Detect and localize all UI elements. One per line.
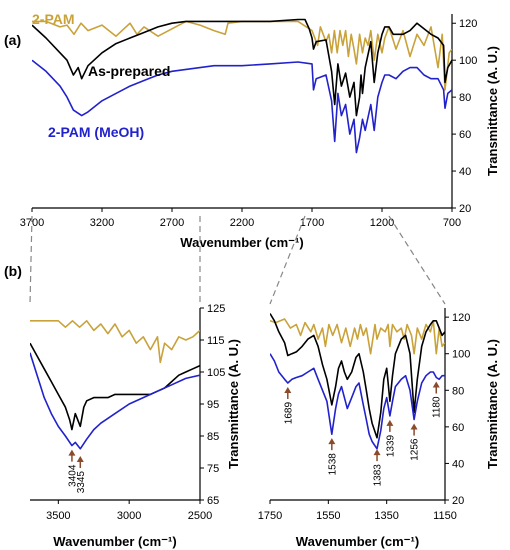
y-tick-label: 40 [452, 458, 464, 470]
annotation-arrowhead [410, 423, 418, 430]
y-tick-label: 85 [207, 431, 219, 443]
x-tick-label: 2500 [188, 510, 212, 522]
y-axis-label: Transmittance (A. U.) [226, 339, 241, 469]
annotation-label: 1256 [410, 438, 421, 461]
annotation-label: 1538 [327, 453, 338, 476]
x-tick-label: 1550 [316, 510, 340, 522]
y-tick-label: 120 [459, 18, 477, 30]
annotation-label: 1689 [283, 402, 294, 425]
x-tick-label: 3500 [46, 510, 70, 522]
panel-b-right-chart: 1750 1550 1350 1150 20 40 60 80 100 120 Wavenumber… [258, 308, 500, 549]
x-tick-label: 1150 [433, 510, 457, 522]
x-tick-label: 3700 [20, 217, 44, 229]
panel-b-label: (b) [4, 263, 22, 279]
annotation-label: 3404 [67, 464, 78, 487]
x-tick-label: 2700 [160, 217, 184, 229]
annotation-arrowhead [284, 386, 292, 393]
series-label: 2-PAM [32, 11, 75, 27]
x-axis-label: Wavenumber (cm⁻¹) [180, 235, 303, 250]
panel-b-left-chart: 3500 3000 2500 65 75 85 95 105 115 125 Wavenumber … [30, 303, 241, 549]
zoom-guide-line [29, 215, 33, 305]
annotation-label: 1383 [373, 464, 384, 487]
y-tick-label: 20 [452, 495, 464, 507]
y-tick-label: 100 [459, 55, 477, 67]
y-tick-label: 75 [207, 463, 219, 475]
series-line-as-prepared [270, 313, 445, 439]
y-tick-label: 20 [459, 203, 471, 215]
series-label: 2-PAM (MeOH) [48, 124, 144, 140]
series-label: As-prepared [88, 63, 170, 79]
y-tick-label: 80 [452, 385, 464, 397]
y-tick-label: 60 [459, 129, 471, 141]
series-line-2-pam-meoh- [32, 59, 452, 154]
annotation-arrowhead [328, 438, 336, 445]
panel-a-chart: 3700 3200 2700 2200 1700 1200 700 20 40 60 80 100 12… [20, 11, 500, 250]
annotation-label: 1339 [385, 434, 396, 457]
series-line-2-pam [30, 320, 200, 364]
series-line-as-prepared [30, 342, 200, 431]
annotation-arrowhead [432, 381, 440, 388]
annotation-label: 1180 [432, 396, 443, 418]
y-axis-label: Transmittance (A. U.) [485, 46, 500, 176]
zoom-guides [29, 215, 446, 305]
series-line-2-pam-meoh- [270, 353, 445, 450]
x-tick-label: 3200 [90, 217, 114, 229]
series-line-2-pam [270, 318, 445, 355]
annotation-arrowhead [386, 419, 394, 426]
y-tick-label: 40 [459, 166, 471, 178]
y-tick-label: 105 [207, 367, 225, 379]
y-tick-label: 60 [452, 422, 464, 434]
y-tick-label: 65 [207, 495, 219, 507]
y-tick-label: 125 [207, 303, 225, 315]
y-tick-label: 100 [452, 349, 470, 361]
annotation-label: 3345 [76, 471, 87, 494]
series-line-2-pam [32, 20, 452, 91]
annotation-arrowhead [373, 449, 381, 456]
y-axis-label: Transmittance (A. U.) [485, 339, 500, 469]
x-tick-label: 2200 [230, 217, 254, 229]
series-line-2-pam-meoh- [30, 352, 200, 450]
y-tick-label: 80 [459, 92, 471, 104]
x-tick-label: 1750 [258, 510, 282, 522]
annotation-arrowhead [68, 449, 76, 456]
panel-a-label: (a) [4, 32, 21, 48]
y-tick-label: 95 [207, 399, 219, 411]
annotation-arrowhead [76, 456, 84, 462]
x-tick-label: 1200 [370, 217, 394, 229]
x-axis-label: Wavenumber (cm⁻¹) [296, 534, 419, 549]
y-tick-label: 115 [207, 335, 225, 347]
x-tick-label: 700 [443, 217, 461, 229]
x-tick-label: 3000 [117, 510, 141, 522]
x-tick-label: 1700 [300, 217, 324, 229]
series-line-as-prepared [32, 18, 452, 117]
y-tick-label: 120 [452, 312, 470, 324]
zoom-guide-line [269, 215, 306, 305]
x-tick-label: 1350 [374, 510, 398, 522]
zoom-guide-line [388, 215, 446, 305]
x-axis-label: Wavenumber (cm⁻¹) [53, 534, 176, 549]
